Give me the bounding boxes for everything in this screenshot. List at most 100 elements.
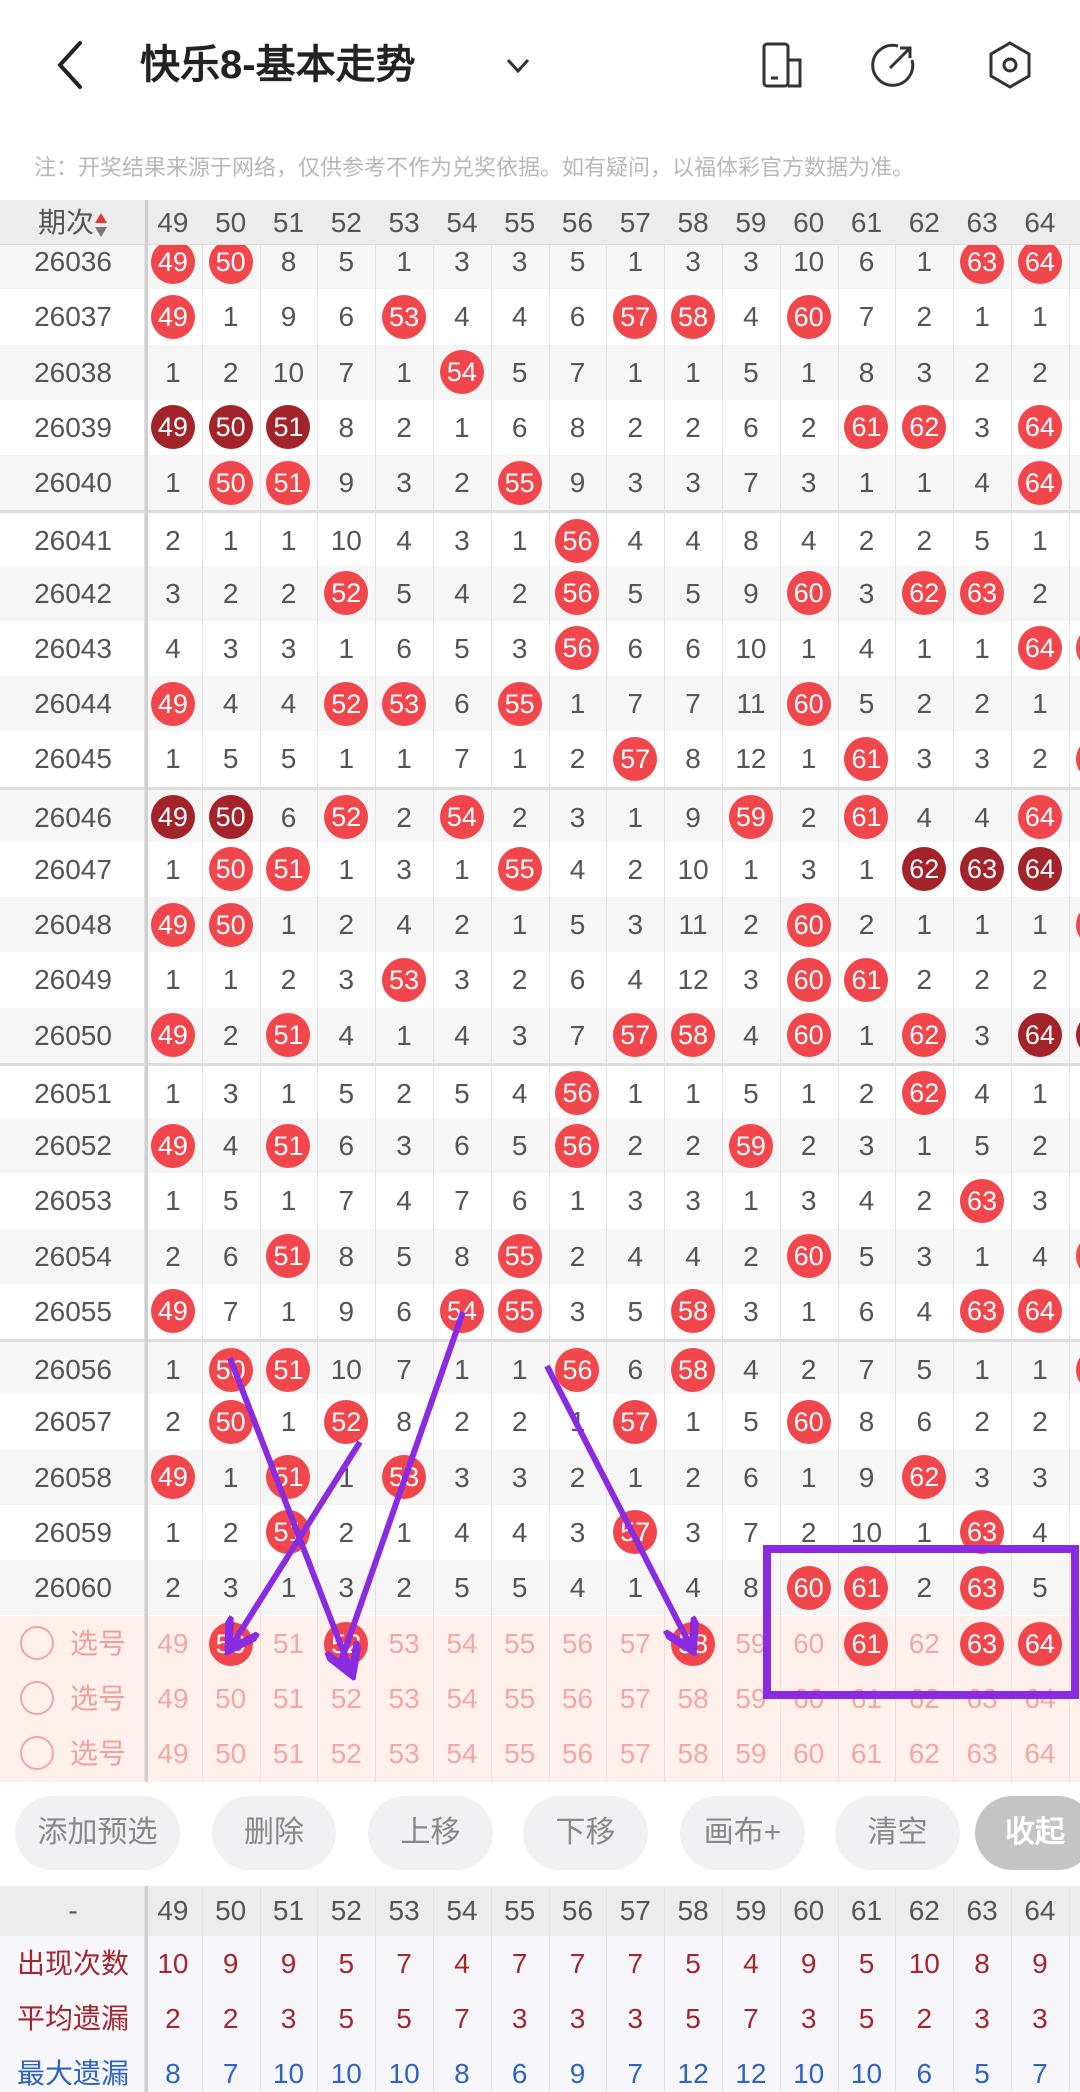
selectable-number[interactable]: 57 bbox=[619, 1628, 651, 1659]
selectable-number[interactable]: 63 bbox=[966, 1738, 998, 1769]
selectable-number[interactable]: 63 bbox=[966, 1683, 998, 1714]
selectable-number[interactable]: 50 bbox=[215, 1738, 247, 1769]
action-button-6[interactable]: 收起 bbox=[975, 1796, 1080, 1870]
number-cell: 2 bbox=[454, 1406, 470, 1438]
selection-radio[interactable] bbox=[20, 1736, 54, 1770]
selectable-number[interactable]: 60 bbox=[793, 1628, 825, 1659]
selectable-number[interactable]: 50 bbox=[215, 1683, 247, 1714]
selectable-number[interactable]: 54 bbox=[446, 1683, 478, 1714]
selectable-number[interactable]: 61 bbox=[850, 1738, 883, 1769]
selectable-number[interactable]: 54 bbox=[446, 1628, 478, 1659]
selection-radio[interactable] bbox=[20, 1681, 54, 1715]
selectable-number[interactable]: 53 bbox=[388, 1738, 420, 1769]
period-cell: 26037 bbox=[34, 301, 112, 333]
number-cell: 7 bbox=[454, 743, 470, 775]
drawn-number-ball: 55 bbox=[497, 1234, 542, 1278]
selectable-number[interactable]: 64 bbox=[1011, 1616, 1069, 1671]
selectable-number[interactable]: 53 bbox=[388, 1628, 420, 1659]
drawn-number-ball: 60 bbox=[786, 1013, 831, 1057]
selectable-number[interactable]: 55 bbox=[504, 1683, 536, 1714]
selectable-number[interactable]: 52 bbox=[330, 1738, 362, 1769]
drawn-number-ball: 55 bbox=[497, 847, 542, 892]
action-button-0[interactable]: 添加预选 bbox=[15, 1796, 180, 1870]
number-cell: 9 bbox=[338, 467, 355, 498]
selectable-number[interactable]: 56 bbox=[561, 1738, 594, 1769]
selection-radio[interactable] bbox=[20, 1626, 54, 1660]
page-title[interactable]: 快乐8-基本走势 bbox=[140, 43, 416, 87]
stats-value: 2 bbox=[222, 2003, 239, 2034]
action-button-3[interactable]: 下移 bbox=[523, 1796, 648, 1870]
selectable-number[interactable]: 49 bbox=[157, 1628, 189, 1659]
selectable-number[interactable]: 55 bbox=[504, 1738, 536, 1769]
period-cell: 26057 bbox=[34, 1406, 112, 1438]
column-divider bbox=[722, 1886, 723, 2092]
number-cell: 2 bbox=[396, 801, 412, 833]
number-cell: 3 bbox=[800, 853, 817, 885]
selectable-number[interactable]: 56 bbox=[561, 1628, 594, 1659]
period-header[interactable]: 期次 bbox=[0, 200, 146, 245]
number-cell: 51 bbox=[260, 1229, 318, 1284]
selectable-number[interactable]: 52 bbox=[330, 1683, 362, 1714]
number-cell: 6 bbox=[511, 1185, 528, 1217]
drawn-number-ball: 58 bbox=[671, 294, 716, 339]
selectable-number[interactable]: 59 bbox=[735, 1628, 767, 1659]
column-divider bbox=[606, 1886, 608, 2092]
selectable-number[interactable]: 49 bbox=[157, 1738, 189, 1769]
action-button-4[interactable]: 画布+ bbox=[680, 1796, 805, 1870]
drawn-number-ball: 60 bbox=[786, 1399, 831, 1444]
selectable-number[interactable]: 64 bbox=[1024, 1738, 1056, 1769]
table-row: 26053 1 5 1 7 4 7 6 1 3 3 1 3 4 2 63 3 bbox=[0, 1173, 1080, 1228]
selectable-number[interactable]: 62 bbox=[908, 1683, 940, 1714]
selectable-number[interactable]: 58 bbox=[677, 1683, 709, 1714]
action-button-5[interactable]: 清空 bbox=[835, 1796, 960, 1870]
phone-layout-icon[interactable] bbox=[758, 40, 808, 90]
selectable-number[interactable]: 51 bbox=[272, 1683, 305, 1714]
selectable-number[interactable]: 54 bbox=[446, 1738, 478, 1769]
table-row: 26051 1 3 1 5 2 5 4 56 1 1 5 1 2 62 4 1 bbox=[0, 1062, 1080, 1118]
selectable-number[interactable]: 58 bbox=[677, 1738, 709, 1769]
selectable-number[interactable]: 51 bbox=[272, 1738, 305, 1769]
selectable-number[interactable]: 60 bbox=[793, 1738, 825, 1769]
selectable-number[interactable]: 57 bbox=[619, 1683, 651, 1714]
number-cell: 2 bbox=[743, 909, 759, 940]
sort-up-down-icon[interactable] bbox=[94, 212, 108, 238]
selectable-number[interactable]: 63 bbox=[953, 1616, 1011, 1671]
selectable-number[interactable]: 56 bbox=[561, 1683, 594, 1714]
number-cell: 4 bbox=[454, 1516, 470, 1548]
number-cell: 3 bbox=[396, 1130, 412, 1161]
selectable-number[interactable]: 57 bbox=[619, 1738, 651, 1769]
selectable-number[interactable]: 60 bbox=[793, 1683, 825, 1714]
number-cell: 9 bbox=[338, 1295, 355, 1327]
selectable-number[interactable]: 52 bbox=[317, 1616, 375, 1671]
action-button-1[interactable]: 删除 bbox=[212, 1796, 336, 1870]
selectable-number[interactable]: 62 bbox=[908, 1738, 940, 1769]
selectable-number[interactable]: 62 bbox=[908, 1628, 940, 1659]
selectable-number[interactable]: 61 bbox=[838, 1616, 896, 1671]
settings-icon[interactable] bbox=[985, 40, 1035, 90]
selectable-number[interactable]: 53 bbox=[388, 1683, 420, 1714]
selectable-number[interactable]: 59 bbox=[735, 1738, 767, 1769]
column-divider bbox=[201, 200, 203, 1616]
selectable-number[interactable]: 51 bbox=[272, 1628, 305, 1659]
stats-value: 9 bbox=[569, 2058, 586, 2089]
selectable-number[interactable]: 58 bbox=[664, 1616, 722, 1671]
drawn-number-ball: 49 bbox=[150, 1123, 195, 1168]
drawn-number-ball: 57 bbox=[613, 1399, 658, 1444]
column-divider bbox=[317, 1886, 319, 2092]
chevron-down-icon[interactable] bbox=[500, 50, 536, 80]
number-cell: 1 bbox=[396, 356, 412, 388]
selectable-number[interactable]: 64 bbox=[1024, 1683, 1056, 1714]
stats-value: 7 bbox=[396, 1948, 412, 1979]
stats-value: 10 bbox=[850, 2058, 883, 2089]
action-button-2[interactable]: 上移 bbox=[368, 1796, 493, 1870]
selectable-number[interactable]: 61 bbox=[850, 1683, 883, 1714]
selectable-number[interactable]: 59 bbox=[735, 1683, 767, 1714]
selectable-number[interactable]: 55 bbox=[504, 1628, 536, 1659]
chevron-left-icon[interactable] bbox=[50, 35, 90, 95]
selectable-number[interactable]: 49 bbox=[157, 1683, 189, 1714]
share-icon[interactable] bbox=[868, 40, 918, 90]
overflow-column-cell bbox=[1069, 621, 1080, 676]
number-cell: 60 bbox=[780, 1560, 838, 1615]
drawn-number-ball: 49 bbox=[150, 795, 195, 839]
selectable-number[interactable]: 50 bbox=[202, 1616, 260, 1671]
